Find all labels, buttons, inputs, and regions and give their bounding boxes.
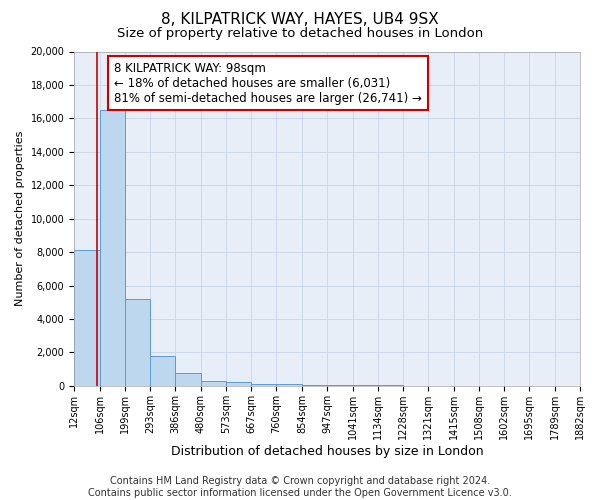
Bar: [277, 384, 302, 386]
Bar: [201, 381, 226, 386]
X-axis label: Distribution of detached houses by size in London: Distribution of detached houses by size …: [171, 444, 484, 458]
Bar: [150, 356, 175, 386]
Text: Contains HM Land Registry data © Crown copyright and database right 2024.
Contai: Contains HM Land Registry data © Crown c…: [88, 476, 512, 498]
Bar: [251, 384, 277, 386]
Text: 8, KILPATRICK WAY, HAYES, UB4 9SX: 8, KILPATRICK WAY, HAYES, UB4 9SX: [161, 12, 439, 28]
Text: Size of property relative to detached houses in London: Size of property relative to detached ho…: [117, 28, 483, 40]
Text: 8 KILPATRICK WAY: 98sqm
← 18% of detached houses are smaller (6,031)
81% of semi: 8 KILPATRICK WAY: 98sqm ← 18% of detache…: [114, 62, 422, 104]
Y-axis label: Number of detached properties: Number of detached properties: [15, 131, 25, 306]
Bar: [302, 385, 327, 386]
Bar: [226, 382, 251, 386]
Bar: [125, 299, 150, 386]
Bar: [74, 250, 100, 386]
Bar: [100, 110, 125, 386]
Bar: [327, 385, 353, 386]
Bar: [175, 374, 201, 386]
